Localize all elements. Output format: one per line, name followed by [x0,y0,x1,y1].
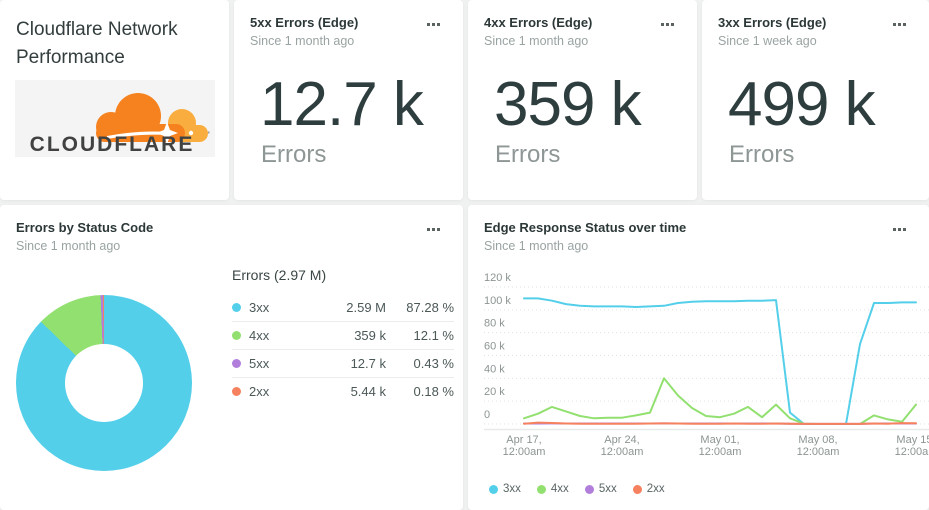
svg-text:May 01,: May 01, [700,434,739,446]
ellipsis-menu-icon[interactable] [661,23,675,27]
row-value: 359 k [354,328,386,343]
series-color-dot [232,302,241,312]
svg-text:12:00am: 12:00am [601,446,644,458]
dashboard-title-card: Cloudflare Network Performance CLOUDFLAR… [0,0,229,200]
card-title: Errors by Status Code [16,220,154,235]
legend-item-4xx[interactable]: 4xx [536,483,569,495]
table-row-3xx[interactable]: 3xx 2.59 M 87.28 % [232,293,454,321]
card-title: 5xx Errors (Edge) [250,15,359,30]
metric-card-3xx: 3xx Errors (Edge) Since 1 week ago 499 k… [702,0,929,200]
cloudflare-logo: CLOUDFLARE ' [15,80,215,157]
ellipsis-menu-icon[interactable] [893,23,907,27]
metric-value: 359 k [494,70,642,139]
ellipsis-menu-icon[interactable] [893,228,907,232]
svg-text:12:00am: 12:00am [503,446,546,458]
legend-color-dot [632,484,642,494]
legend-color-dot [489,484,498,494]
svg-text:40 k: 40 k [484,363,505,375]
legend-item-2xx[interactable]: 2xx [632,483,665,495]
metric-card-5xx: 5xx Errors (Edge) Since 1 month ago 12.7… [234,0,463,200]
legend-color-dot [536,484,546,494]
card-subtitle: Since 1 week ago [718,34,817,48]
metric-card-4xx: 4xx Errors (Edge) Since 1 month ago 359 … [468,0,697,200]
chart-legend: 3xx 4xx 5xx 2xx [489,483,665,495]
svg-text:May 08,: May 08, [798,434,837,446]
errors-by-status-card: Errors by Status Code Since 1 month ago … [0,205,463,510]
row-percent: 0.43 % [413,356,454,371]
cloudflare-logo-icon: CLOUDFLARE ' [15,80,215,157]
row-percent: 0.18 % [413,384,454,399]
series-color-dot [232,387,241,396]
row-label: 2xx [249,384,270,399]
svg-text:Apr 24,: Apr 24, [604,434,639,446]
row-percent: 87.28 % [406,299,454,315]
ellipsis-menu-icon[interactable] [427,23,441,27]
svg-text:12:00am: 12:00am [895,446,929,458]
table-row-5xx[interactable]: 5xx 12.7 k 0.43 % [232,349,454,377]
dashboard-title: Cloudflare Network Performance [16,19,178,68]
card-title: Edge Response Status over time [484,220,687,235]
svg-text:100 k: 100 k [484,295,511,307]
card-subtitle: Since 1 month ago [484,34,589,48]
svg-text:12:00am: 12:00am [797,446,840,458]
card-subtitle: Since 1 month ago [16,239,121,253]
table-row-4xx[interactable]: 4xx 359 k 12.1 % [232,321,454,349]
svg-text:80 k: 80 k [484,318,505,330]
edge-response-status-card: Edge Response Status over time Since 1 m… [468,205,929,510]
donut-chart[interactable] [16,295,192,471]
svg-text:12:00am: 12:00am [699,446,742,458]
status-breakdown-table: Errors (2.97 M) 3xx 2.59 M 87.28 % 4xx 3… [232,267,454,405]
row-label: 5xx [249,356,270,371]
table-header: Errors (2.97 M) [232,267,327,283]
series-color-dot [232,359,241,368]
svg-text:Apr 17,: Apr 17, [506,434,541,446]
card-title: 3xx Errors (Edge) [718,15,827,30]
row-percent: 12.1 % [413,328,454,343]
table-row-2xx[interactable]: 2xx 5.44 k 0.18 % [232,377,454,405]
legend-label: 2xx [646,483,665,495]
series-color-dot [232,331,241,340]
card-subtitle: Since 1 month ago [250,34,355,48]
card-subtitle: Since 1 month ago [484,239,589,253]
metric-value: 499 k [728,70,876,139]
row-value: 5.44 k [350,384,386,399]
card-title: 4xx Errors (Edge) [484,15,593,30]
legend-label: 4xx [550,483,569,495]
svg-text:May 15,: May 15, [896,434,929,446]
ellipsis-menu-icon[interactable] [427,228,441,232]
metric-unit-label: Errors [261,141,327,168]
legend-label: 5xx [598,483,617,495]
logo-trademark: ' [208,130,210,140]
svg-text:120 k: 120 k [484,272,511,284]
metric-value: 12.7 k [260,70,424,139]
legend-label: 3xx [503,483,521,495]
svg-text:0: 0 [484,409,490,421]
row-label: 4xx [249,328,270,343]
row-label: 3xx [249,299,270,315]
cloudflare-wordmark: CLOUDFLARE [30,133,195,156]
svg-text:60 k: 60 k [484,341,505,353]
legend-item-5xx[interactable]: 5xx [584,483,617,495]
metric-unit-label: Errors [495,141,561,168]
svg-text:20 k: 20 k [484,386,505,398]
legend-item-3xx[interactable]: 3xx [489,483,521,495]
row-value: 2.59 M [346,299,386,315]
metric-unit-label: Errors [729,141,795,168]
row-value: 12.7 k [350,356,386,371]
legend-color-dot [584,484,594,494]
donut-hole [65,344,143,422]
